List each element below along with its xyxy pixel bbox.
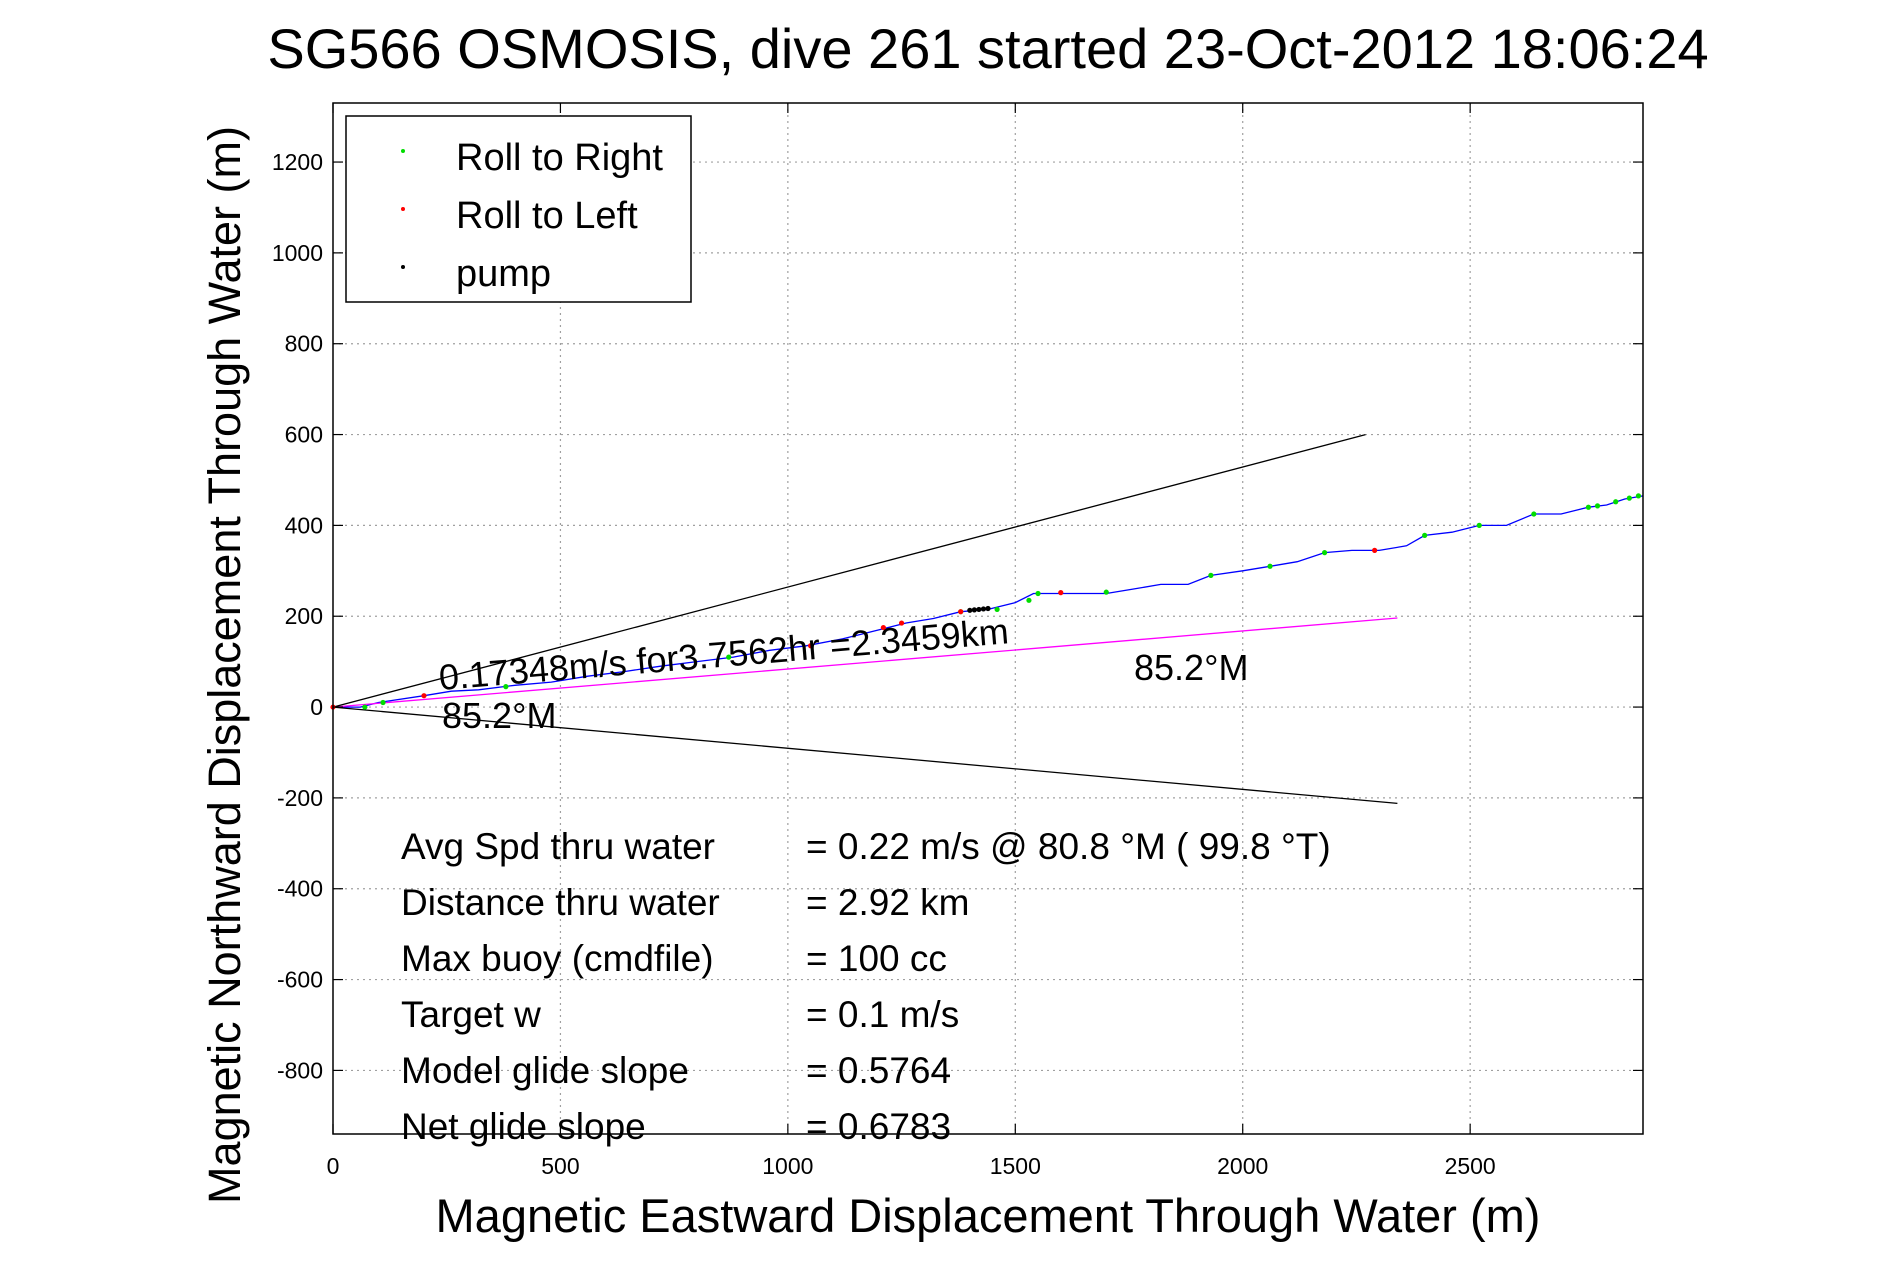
heading-label-end: 85.2°M <box>1134 647 1248 688</box>
roll-right-point <box>1476 522 1482 528</box>
y-tick-label: 200 <box>285 603 323 629</box>
grid <box>333 103 1643 1134</box>
y-tick-label: 400 <box>285 512 323 538</box>
chart-title: SG566 OSMOSIS, dive 261 started 23-Oct-2… <box>267 17 1708 80</box>
roll-left-point <box>421 693 427 699</box>
y-tick-label: -400 <box>277 876 323 902</box>
x-tick-label: 500 <box>541 1153 579 1179</box>
roll-left-point <box>1372 547 1378 553</box>
y-tick-label: 600 <box>285 422 323 448</box>
stat-value: = 0.22 m/s @ 80.8 °M ( 99.8 °T) <box>806 826 1331 867</box>
pump-point <box>976 606 982 613</box>
x-tick-label: 2500 <box>1445 1153 1496 1179</box>
x-tick-label: 1500 <box>990 1153 1041 1179</box>
roll-left-point <box>898 620 905 626</box>
stat-label: Model glide slope <box>401 1050 689 1091</box>
roll-right-point <box>362 704 368 710</box>
stat-label: Net glide slope <box>401 1106 646 1147</box>
stat-value: = 0.6783 <box>806 1106 951 1147</box>
legend: Roll to Right Roll to Left pump <box>345 115 692 303</box>
roll-right-point <box>1635 493 1642 499</box>
x-tick-label: 0 <box>327 1153 340 1179</box>
y-tick-label: -600 <box>277 967 323 993</box>
y-tick-label: 800 <box>285 331 323 357</box>
y-tick-label: 1000 <box>272 240 323 266</box>
legend-marker-pump <box>401 265 405 269</box>
legend-label-roll-right: Roll to Right <box>456 137 663 179</box>
series-line-heading <box>332 617 1398 708</box>
stat-value: = 0.1 m/s <box>806 994 959 1035</box>
pump-point <box>985 605 991 612</box>
series-line-bound-lower <box>332 706 1398 805</box>
roll-right-point <box>1321 550 1328 556</box>
roll-right-point <box>726 654 732 660</box>
roll-right-point <box>1626 495 1632 501</box>
y-tick-label: -800 <box>277 1057 323 1083</box>
pump-point <box>980 606 987 612</box>
roll-right-point <box>503 684 509 690</box>
roll-right-point <box>1103 589 1109 595</box>
stat-value: = 0.5764 <box>806 1050 951 1091</box>
y-tick-label: 0 <box>310 694 323 720</box>
stat-label: Target w <box>401 994 541 1035</box>
pump-point <box>971 607 977 613</box>
tick-layer: 0 500 1000 1500 2000 2500 -800 -600 -400 -200 0 200… <box>272 103 1643 1179</box>
roll-right-point <box>1613 499 1619 505</box>
pump-point <box>967 607 973 613</box>
roll-left-point <box>808 643 814 649</box>
stat-value: = 2.92 km <box>806 882 970 923</box>
stats-block: Avg Spd thru water = 0.22 m/s @ 80.8 °M (… <box>401 826 1331 1147</box>
roll-right-point <box>1531 511 1537 517</box>
legend-marker-roll-right <box>401 149 405 153</box>
x-tick-label: 2000 <box>1217 1153 1268 1179</box>
heading-label-start: 85.2°M <box>442 695 556 736</box>
series-line-bound-upper <box>332 433 1366 708</box>
plot-frame <box>332 102 1644 1135</box>
roll-right-point <box>1267 563 1273 569</box>
roll-left-point <box>958 609 964 615</box>
roll-right-point <box>1594 503 1601 509</box>
stat-label: Max buoy (cmdfile) <box>401 938 714 979</box>
x-axis-label: Magnetic Eastward Displacement Through W… <box>436 1189 1541 1242</box>
roll-right-point <box>1208 572 1214 578</box>
marker-layer <box>330 493 1642 710</box>
stat-label: Distance thru water <box>401 882 720 923</box>
roll-right-point <box>994 606 1000 613</box>
roll-right-point <box>1035 590 1041 597</box>
stat-value: = 100 cc <box>806 938 947 979</box>
y-tick-label: -200 <box>277 785 323 811</box>
roll-right-point <box>1422 532 1428 538</box>
roll-right-point <box>1026 597 1032 603</box>
legend-label-roll-left: Roll to Left <box>456 195 638 237</box>
roll-left-point <box>1058 590 1064 596</box>
stat-label: Avg Spd thru water <box>401 826 715 867</box>
x-tick-label: 1000 <box>762 1153 813 1179</box>
roll-right-point <box>1585 504 1592 510</box>
y-tick-label: 1200 <box>272 149 323 175</box>
y-axis-label: Magnetic Northward Displacement Through … <box>199 126 250 1204</box>
legend-marker-roll-left <box>401 207 405 211</box>
roll-left-point <box>880 624 886 631</box>
legend-label-pump: pump <box>456 253 551 295</box>
roll-right-point <box>380 699 386 706</box>
